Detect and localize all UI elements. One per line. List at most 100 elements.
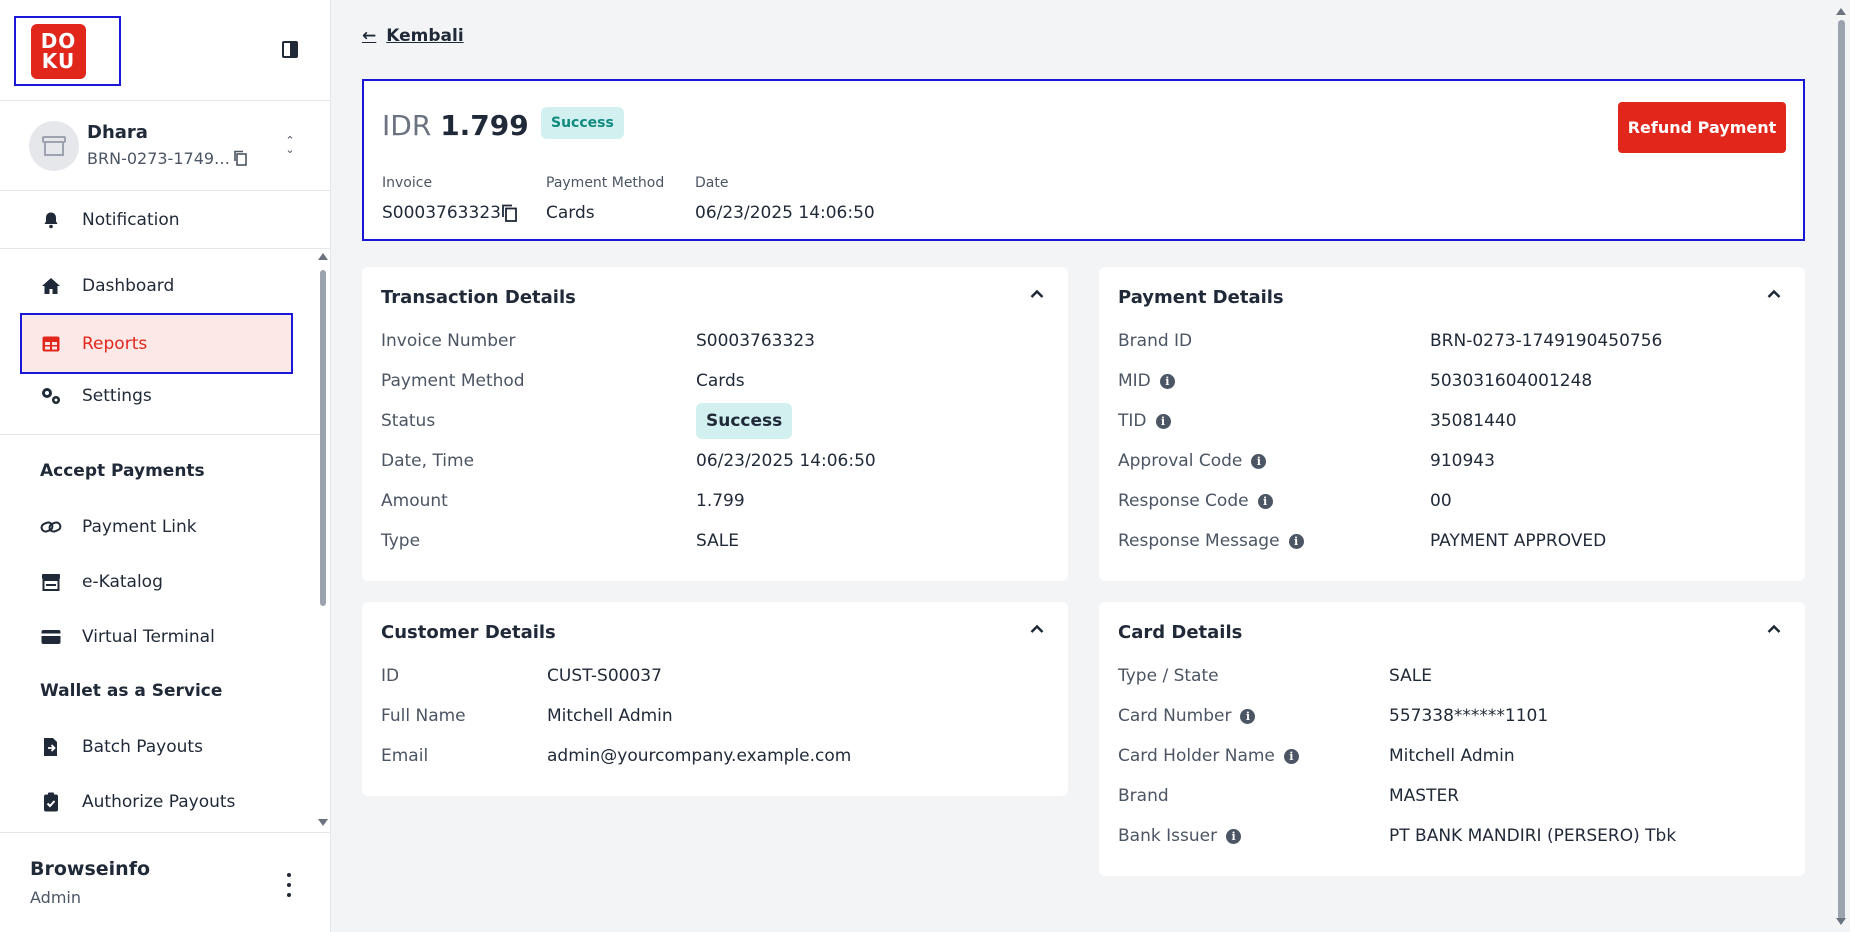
- row-value: 910943: [1430, 451, 1495, 471]
- row-label: MID i: [1118, 371, 1175, 391]
- row-value: SALE: [1389, 666, 1432, 686]
- row-label: Brand ID: [1118, 331, 1193, 351]
- invoice-label: Invoice: [382, 175, 433, 191]
- row-value: 557338******1101: [1389, 706, 1549, 726]
- row-value: admin@yourcompany.example.com: [547, 746, 852, 766]
- payment-method-value: Cards: [546, 203, 595, 223]
- sidebar-item-label: Authorize Payouts: [82, 792, 236, 812]
- user-switcher[interactable]: Dhara BRN-0273-1749190450756 ⌃⌄: [0, 101, 331, 191]
- card-title: Customer Details: [381, 622, 556, 643]
- chevron-up-icon[interactable]: [1030, 622, 1044, 636]
- gears-icon: [40, 385, 62, 407]
- company-name: Browseinfo: [30, 858, 151, 880]
- sidebar-item-batch-payouts[interactable]: Batch Payouts: [20, 723, 292, 771]
- date-label: Date: [695, 175, 729, 191]
- info-icon[interactable]: i: [1288, 533, 1304, 549]
- payment-method-label: Payment Method: [546, 175, 665, 191]
- page-scrollbar[interactable]: [1838, 20, 1845, 920]
- copy-icon[interactable]: [501, 204, 517, 222]
- info-icon[interactable]: i: [1155, 413, 1171, 429]
- status-badge: Success: [541, 107, 624, 139]
- row-value: MASTER: [1389, 786, 1460, 806]
- sidebar-item-label: Dashboard: [82, 276, 175, 296]
- table-icon: [40, 333, 62, 355]
- sidebar-item-dashboard[interactable]: Dashboard: [20, 262, 292, 310]
- row-label: ID: [381, 666, 400, 686]
- sidebar-item-label: Virtual Terminal: [82, 627, 215, 647]
- sidebar-item-settings[interactable]: Settings: [20, 372, 292, 420]
- copy-icon[interactable]: [233, 150, 247, 166]
- card-title: Transaction Details: [381, 287, 576, 308]
- info-icon[interactable]: i: [1159, 373, 1175, 389]
- sidebar-item-payment-link[interactable]: Payment Link: [20, 503, 292, 551]
- row-label: Response Message i: [1118, 531, 1304, 551]
- amount-display: IDR 1.799: [382, 109, 529, 142]
- refund-payment-button[interactable]: Refund Payment: [1618, 102, 1786, 153]
- sidebar-item-authorize-payouts[interactable]: Authorize Payouts: [20, 778, 292, 826]
- back-link[interactable]: ← Kembali: [362, 26, 464, 46]
- info-icon[interactable]: i: [1257, 493, 1273, 509]
- row-label: Type / State: [1118, 666, 1219, 686]
- row-value: 00: [1430, 491, 1452, 511]
- row-value: S0003763323: [696, 331, 815, 351]
- clipboard-check-icon: [40, 791, 62, 813]
- section-title-wallet: Wallet as a Service: [40, 681, 223, 701]
- user-name: Dhara: [87, 122, 148, 143]
- account-footer: Browseinfo Admin: [0, 832, 331, 932]
- page-scroll-down[interactable]: [1836, 918, 1846, 925]
- sidebar-item-label: Settings: [82, 386, 152, 406]
- back-label: Kembali: [386, 26, 464, 46]
- sidebar-scroll-up[interactable]: [318, 253, 328, 260]
- home-icon: [40, 275, 62, 297]
- row-label: Invoice Number: [381, 331, 516, 351]
- logo-link[interactable]: DO KU: [14, 16, 121, 86]
- currency: IDR: [382, 109, 432, 142]
- sidebar-item-virtual-terminal[interactable]: Virtual Terminal: [20, 613, 292, 661]
- row-value: Mitchell Admin: [1389, 746, 1515, 766]
- more-vertical-icon[interactable]: [284, 873, 294, 897]
- card-title: Payment Details: [1118, 287, 1284, 308]
- row-label: Email: [381, 746, 429, 766]
- chevron-up-icon[interactable]: [1767, 287, 1781, 301]
- link-icon: [40, 516, 62, 538]
- info-icon[interactable]: i: [1251, 453, 1267, 469]
- row-value: BRN-0273-1749190450756: [1430, 331, 1663, 351]
- sidebar-scroll-down[interactable]: [318, 819, 328, 826]
- sidebar-item-reports[interactable]: Reports: [20, 313, 293, 374]
- info-icon[interactable]: i: [1226, 828, 1242, 844]
- chevron-up-icon[interactable]: [1767, 622, 1781, 636]
- sidebar-item-label: e-Katalog: [82, 572, 163, 592]
- chevron-up-down-icon[interactable]: ⌃ ⌄: [285, 134, 295, 156]
- info-icon[interactable]: i: [1240, 708, 1256, 724]
- sidebar-collapse-icon[interactable]: [282, 41, 298, 58]
- row-value: PAYMENT APPROVED: [1430, 531, 1607, 551]
- sidebar-item-label: Batch Payouts: [82, 737, 203, 757]
- row-label: Date, Time: [381, 451, 475, 471]
- sidebar-item-notification[interactable]: Notification: [20, 196, 292, 244]
- section-title-accept-payments: Accept Payments: [40, 461, 205, 481]
- page-scroll-up[interactable]: [1836, 8, 1846, 15]
- bell-icon: [40, 209, 62, 231]
- row-label: Approval Code i: [1118, 451, 1267, 471]
- row-label: Brand: [1118, 786, 1169, 806]
- row-label: Response Code i: [1118, 491, 1273, 511]
- chevron-up-icon[interactable]: [1030, 287, 1044, 301]
- user-role: Admin: [30, 888, 81, 907]
- avatar: [29, 121, 79, 171]
- user-brand-id: BRN-0273-1749190450756: [87, 149, 232, 168]
- sidebar-scrollbar[interactable]: [320, 270, 326, 606]
- store-icon: [40, 571, 62, 593]
- info-icon[interactable]: i: [1283, 748, 1299, 764]
- file-export-icon: [40, 736, 62, 758]
- payment-summary: IDR 1.799 Success Refund Payment Invoice…: [362, 79, 1805, 241]
- sidebar-item-e-katalog[interactable]: e-Katalog: [20, 558, 292, 606]
- row-label: Bank Issuer i: [1118, 826, 1242, 846]
- credit-card-icon: [40, 626, 62, 648]
- store-icon: [42, 136, 66, 156]
- sidebar-item-label: Payment Link: [82, 517, 197, 537]
- payment-details-card: Payment Details Brand ID BRN-0273-174919…: [1099, 267, 1805, 581]
- sidebar-item-label: Reports: [82, 333, 148, 354]
- logo-row: DO KU: [0, 0, 331, 101]
- arrow-left-icon: ←: [362, 26, 377, 46]
